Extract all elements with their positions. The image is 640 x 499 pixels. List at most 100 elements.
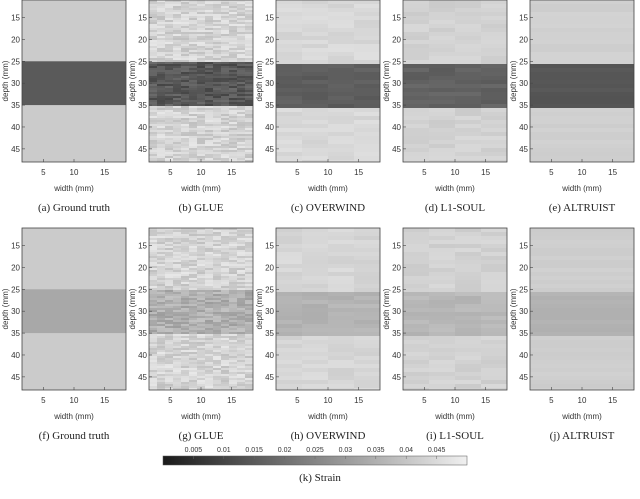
texture-cell (221, 60, 229, 62)
y-axis-label: depth (mm) (255, 60, 264, 101)
texture-cell (530, 384, 634, 388)
texture-cell (157, 330, 165, 332)
texture-cell (328, 92, 354, 96)
texture-cell (229, 122, 237, 124)
texture-cell (181, 124, 189, 126)
x-tick-label: 15 (100, 396, 109, 405)
texture-cell (165, 372, 173, 374)
texture-cell (237, 370, 245, 372)
texture-cell (245, 10, 253, 12)
texture-cell (181, 82, 189, 84)
texture-cell (245, 274, 253, 276)
texture-cell (157, 20, 165, 22)
texture-cell (165, 46, 173, 48)
texture-cell (276, 288, 302, 292)
texture-cell (213, 232, 221, 234)
texture-cell (302, 96, 328, 100)
texture-cell (328, 300, 354, 304)
texture-cell (229, 262, 237, 264)
texture-cell (276, 360, 302, 364)
texture-cell (213, 320, 221, 322)
texture-cell (149, 318, 157, 320)
texture-cell (221, 150, 229, 152)
texture-cell (157, 248, 165, 250)
texture-cell (302, 292, 328, 296)
texture-cell (455, 384, 481, 388)
texture-cell (157, 382, 165, 384)
texture-cell (429, 384, 455, 388)
texture-cell (221, 244, 229, 246)
texture-cell (328, 228, 354, 232)
texture-cell (237, 22, 245, 24)
y-tick-label: 30 (11, 307, 20, 316)
texture-cell (221, 302, 229, 304)
texture-cell (213, 34, 221, 36)
texture-cell (197, 232, 205, 234)
texture-cell (189, 144, 197, 146)
texture-cell (429, 64, 455, 68)
texture-cell (213, 8, 221, 10)
texture-cell (276, 24, 302, 28)
texture-cell (276, 64, 302, 68)
texture-cell (197, 12, 205, 14)
texture-cell (213, 112, 221, 114)
texture-cell (149, 28, 157, 30)
texture-cell (149, 120, 157, 122)
texture-cell (149, 150, 157, 152)
texture-cell (173, 368, 181, 370)
texture-cell (229, 334, 237, 336)
texture-cell (328, 156, 354, 160)
texture-cell (229, 58, 237, 60)
texture-cell (165, 18, 173, 20)
texture-cell (181, 144, 189, 146)
texture-cell (157, 378, 165, 380)
texture-cell (181, 308, 189, 310)
texture-cell (173, 10, 181, 12)
texture-cell (328, 88, 354, 92)
texture-cell (455, 72, 481, 76)
texture-cell (189, 136, 197, 138)
y-tick-label: 25 (265, 57, 274, 66)
texture-cell (213, 370, 221, 372)
texture-cell (165, 356, 173, 358)
texture-cell (197, 300, 205, 302)
texture-cell (237, 86, 245, 88)
x-tick-label: 5 (295, 396, 300, 405)
texture-cell (221, 346, 229, 348)
texture-cell (276, 256, 302, 260)
texture-cell (173, 310, 181, 312)
texture-cell (165, 324, 173, 326)
texture-cell (165, 126, 173, 128)
texture-cell (237, 332, 245, 334)
texture-cell (213, 234, 221, 236)
texture-cell (213, 280, 221, 282)
texture-cell (181, 328, 189, 330)
texture-cell (530, 104, 634, 108)
texture-cell (157, 274, 165, 276)
texture-cell (149, 72, 157, 74)
texture-cell (197, 338, 205, 340)
texture-cell (213, 110, 221, 112)
texture-cell (149, 26, 157, 28)
texture-cell (429, 116, 455, 120)
y-tick-label: 30 (519, 79, 528, 88)
texture-cell (481, 140, 507, 144)
texture-cell (221, 58, 229, 60)
texture-cell (173, 82, 181, 84)
texture-cell (181, 322, 189, 324)
texture-cell (229, 316, 237, 318)
texture-cell (530, 288, 634, 292)
texture-cell (173, 112, 181, 114)
texture-cell (403, 364, 429, 368)
texture-cell (149, 80, 157, 82)
texture-cell (181, 298, 189, 300)
texture-cell (205, 142, 213, 144)
texture-cell (197, 312, 205, 314)
texture-cell (165, 20, 173, 22)
texture-cell (221, 366, 229, 368)
texture-cell (205, 232, 213, 234)
texture-cell (197, 136, 205, 138)
texture-cell (455, 308, 481, 312)
texture-cell (213, 348, 221, 350)
